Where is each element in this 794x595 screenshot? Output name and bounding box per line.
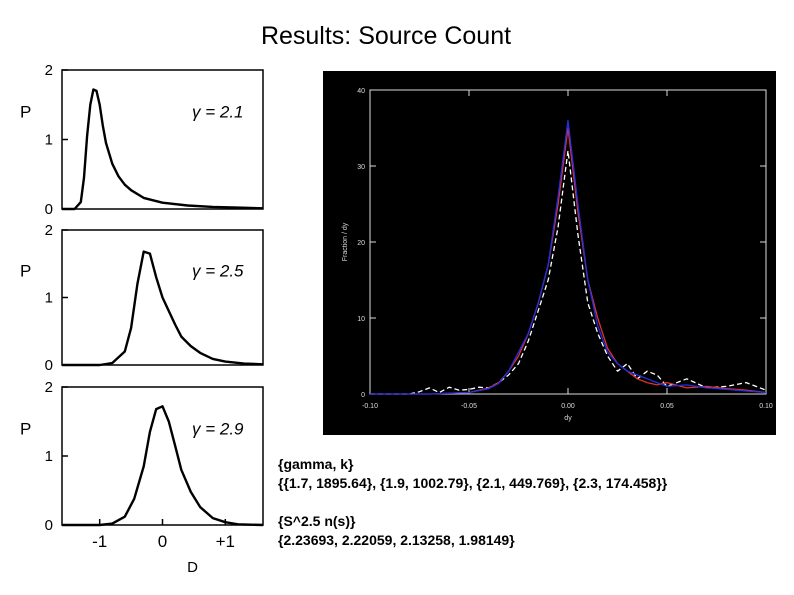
y-axis-label: P [20, 262, 31, 281]
gamma-annotation: γ = 2.1 [192, 103, 244, 122]
y-tick-label: 40 [357, 88, 365, 95]
y-tick-label: 2 [45, 62, 53, 79]
right-histogram-chart: -0.10 -0.05 0.00 0.05 0.10 0 10 20 30 40 dy Fractio… [323, 71, 776, 435]
source-count-label: {S^2.5 n(s)} [278, 513, 356, 529]
y-tick-label: 0 [45, 517, 53, 534]
y-tick-label: 10 [357, 316, 365, 323]
y-axis-label: P [20, 419, 31, 438]
y-tick-label: 1 [45, 448, 53, 465]
series-line-0 [370, 150, 767, 395]
x-axis-label: dy [564, 415, 572, 422]
x-tick-label: -0.10 [362, 403, 378, 410]
slide-title: Results: Source Count [260, 22, 512, 50]
y-tick-label: 2 [45, 222, 53, 239]
y-tick-label: 1 [45, 290, 53, 307]
y-tick-label: 0 [361, 392, 365, 399]
y-tick-label: 0 [45, 357, 53, 374]
density-curve [62, 250, 264, 367]
y-axis-label: P [20, 103, 31, 122]
x-tick-label: 0 [158, 532, 167, 551]
y-tick-label: 0 [45, 201, 53, 218]
x-tick-label: 0.10 [759, 403, 773, 410]
gamma-k-label: {gamma, k} [278, 456, 354, 472]
x-tick-label: -1 [92, 532, 107, 551]
y-axis-label: Fraction / dy [342, 222, 349, 261]
density-panel-top: 0 1 2 P γ = 2.1 [20, 62, 264, 218]
x-tick-label: +1 [216, 532, 235, 551]
x-tick-label: 0.00 [561, 403, 575, 410]
y-tick-label: 1 [45, 132, 53, 149]
y-tick-label: 20 [357, 240, 365, 247]
left-chart-panels: 0 1 2 P γ = 2.1 0 1 2 P γ = 2.5 0 1 2 P γ = 2.9 -1 0 +1 D [20, 62, 264, 576]
density-curve [62, 88, 264, 211]
x-tick-label: 0.05 [660, 403, 674, 410]
density-curve [62, 405, 264, 527]
gamma-k-values: {{1.7, 1895.64}, {1.9, 1002.79}, {2.1, 4… [278, 475, 668, 491]
y-tick-label: 30 [357, 164, 365, 171]
density-panel-bottom: 0 1 2 P γ = 2.9 -1 0 +1 D [20, 379, 264, 576]
gamma-annotation: γ = 2.5 [192, 262, 244, 281]
x-axis-label: D [187, 559, 198, 576]
gamma-annotation: γ = 2.9 [192, 419, 244, 438]
density-panel-middle: 0 1 2 P γ = 2.5 [20, 222, 264, 374]
source-count-values: {2.23693, 2.22059, 2.13258, 1.98149} [278, 532, 515, 548]
series-line-2 [370, 119, 767, 395]
y-tick-label: 2 [45, 379, 53, 396]
results-text-block: {gamma, k} {{1.7, 1895.64}, {1.9, 1002.7… [278, 455, 718, 550]
x-tick-label: -0.05 [461, 403, 477, 410]
